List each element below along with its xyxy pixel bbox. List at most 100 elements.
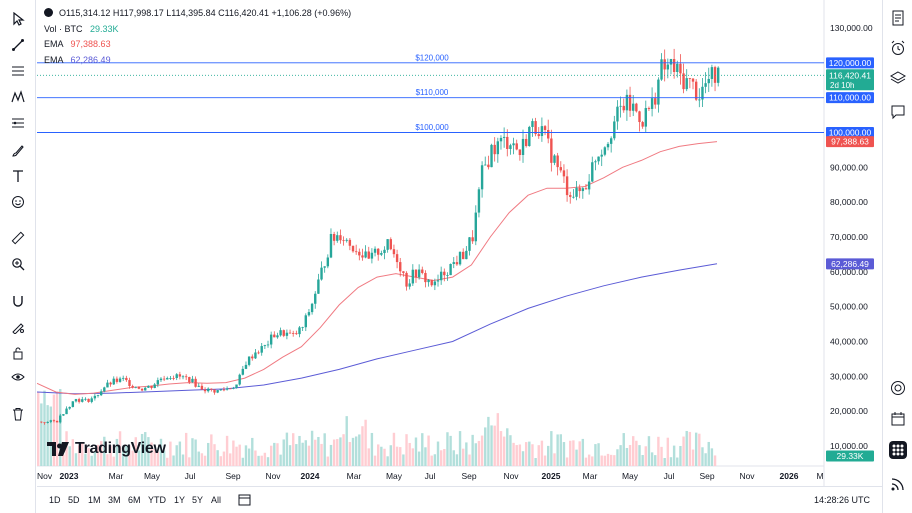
price-tag-110k-bg [826, 92, 874, 104]
volume-bar [156, 451, 160, 466]
candle-body [342, 240, 345, 242]
volume-bar [162, 450, 166, 466]
calendar-icon[interactable] [886, 407, 910, 431]
candle-body [679, 63, 682, 74]
volume-bar [389, 445, 392, 466]
candle-body [506, 136, 509, 149]
candle-body [140, 388, 144, 391]
date-range-icon[interactable] [238, 493, 251, 508]
range-1y[interactable]: 1Y [174, 495, 186, 505]
volume-bar [462, 448, 465, 466]
text-tool-icon[interactable] [6, 165, 30, 187]
level-label: $100,000 [415, 123, 449, 132]
emoji-icon[interactable] [6, 191, 30, 213]
lock-icon[interactable] [6, 342, 30, 364]
broadcast-icon[interactable] [886, 472, 910, 496]
chart-area[interactable]: $120,000 $110,000 $100,000 130,000.00 120,0… [37, 0, 882, 486]
magnet-icon[interactable] [6, 290, 30, 312]
watchlist-icon[interactable] [886, 6, 910, 30]
x-tick-label: 2024 [301, 471, 320, 481]
brush-icon[interactable] [6, 140, 30, 162]
volume-bar [310, 430, 314, 466]
y-tick-label: 80,000.00 [830, 197, 868, 207]
trash-icon[interactable] [6, 403, 30, 425]
candle-body [81, 399, 84, 402]
candle-body [383, 249, 386, 254]
utc-clock[interactable]: 14:28:26 UTC [813, 495, 870, 505]
volume-bar [641, 455, 644, 466]
volume-bar [191, 438, 194, 466]
ruler-icon[interactable] [6, 227, 30, 249]
x-tick-label: May [622, 471, 639, 481]
apps-icon[interactable] [886, 438, 910, 462]
volume-bar [326, 456, 330, 466]
candle-body [468, 237, 471, 251]
candle-body [591, 162, 594, 182]
chat-icon[interactable] [886, 100, 910, 124]
target-icon[interactable] [886, 376, 910, 400]
volume-bar [266, 457, 270, 466]
volume-bar [597, 443, 600, 466]
range-5d[interactable]: 5D [68, 495, 80, 505]
volume-bar [269, 445, 273, 466]
candle-body [641, 122, 644, 127]
volume-bar [115, 438, 119, 466]
volume-bar [694, 432, 698, 466]
candle-body [433, 281, 437, 286]
candle-body [65, 408, 68, 415]
candle-body [424, 272, 427, 283]
candle-body [84, 398, 87, 400]
volume-bar [147, 437, 150, 466]
volume-bar [487, 416, 490, 466]
volume-bar [279, 454, 282, 466]
volume-bar [408, 442, 411, 466]
candle-body [197, 385, 200, 387]
volume-bar [106, 454, 109, 466]
candle-body [52, 420, 56, 422]
cursor-icon[interactable] [6, 8, 30, 30]
volume-bar [84, 453, 87, 466]
countdown-tag: 2d 10h [830, 81, 854, 90]
y-tick-label: 30,000.00 [830, 371, 868, 381]
zoom-icon[interactable] [6, 253, 30, 275]
x-tick-label: Mar [347, 471, 362, 481]
ema-fast-line [37, 141, 718, 395]
candle-body [496, 141, 500, 155]
candle-body [93, 395, 97, 399]
candle-body [317, 279, 320, 294]
candle-body [632, 103, 635, 111]
range-1m[interactable]: 1M [88, 495, 101, 505]
eye-icon[interactable] [6, 366, 30, 388]
candle-body [682, 73, 685, 90]
range-3m[interactable]: 3M [108, 495, 121, 505]
range-5y[interactable]: 5Y [192, 495, 204, 505]
range-all[interactable]: All [211, 495, 222, 505]
candle-body [380, 253, 383, 255]
candle-body [547, 129, 550, 139]
volume-bar [377, 444, 380, 466]
candle-body [484, 164, 487, 166]
ema-fast-row: EMA 97,388.63 [44, 37, 351, 53]
volume-bar [288, 445, 292, 466]
ema-slow-tag: 62,286.49 [831, 259, 869, 269]
candle-body [112, 378, 115, 385]
x-tick-label: May [386, 471, 403, 481]
trend-line-icon[interactable] [6, 34, 30, 56]
candle-body [531, 121, 534, 127]
pattern-icon[interactable] [6, 86, 30, 108]
lock-drawing-icon[interactable] [6, 316, 30, 338]
tradingview-logo-icon [47, 442, 69, 456]
volume-bar [361, 426, 364, 466]
volume-bar [96, 444, 100, 466]
range-1d[interactable]: 1D [49, 495, 61, 505]
candle-body [358, 251, 361, 256]
alarm-icon[interactable] [886, 36, 910, 60]
candle-body [584, 188, 588, 190]
range-ytd[interactable]: YTD [148, 495, 166, 505]
horizontal-lines-icon[interactable] [6, 60, 30, 82]
y-tick-label: 20,000.00 [830, 406, 868, 416]
fib-icon[interactable] [6, 112, 30, 134]
range-6m[interactable]: 6M [128, 495, 141, 505]
layers-icon[interactable] [886, 66, 910, 90]
candle-body [512, 143, 515, 146]
